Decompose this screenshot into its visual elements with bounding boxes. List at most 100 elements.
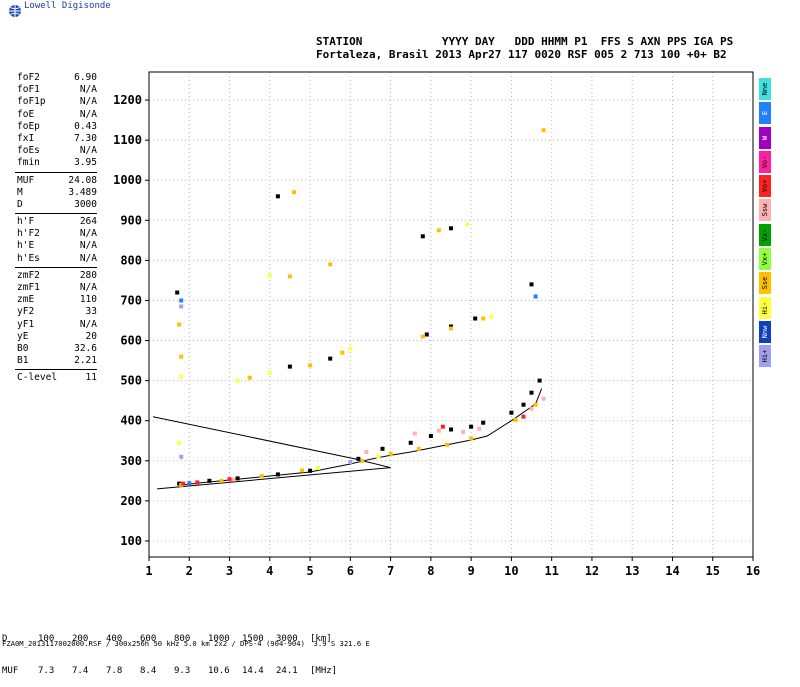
echo-point	[521, 402, 526, 407]
param-value: 0.43	[74, 120, 97, 132]
echo-point	[287, 364, 292, 369]
param-value: 3.95	[74, 157, 97, 169]
y-tick-label: 800	[120, 253, 142, 267]
legend-label: Hi+	[761, 349, 769, 363]
echo-point	[328, 356, 333, 361]
param-value: N/A	[79, 240, 97, 252]
param-value: N/A	[79, 282, 97, 293]
echo-point	[179, 304, 184, 309]
axis-ticks: 1 2 3 4 5 6 7 8 9 10 11 12 13 14 15 1610020030040050060…	[113, 93, 760, 578]
legend-label: Sse	[761, 277, 769, 290]
echo-point	[529, 406, 534, 411]
y-tick-label: 1000	[113, 173, 142, 187]
param-row: h'E N/A	[17, 240, 97, 252]
x-tick-label: 16	[746, 564, 760, 578]
param-value: N/A	[79, 145, 97, 157]
y-tick-label: 600	[120, 334, 142, 348]
echo-point	[292, 190, 296, 195]
header-values: Fortaleza, Brasil 2013 Apr27 117 0020 RS…	[316, 48, 727, 61]
echo-point	[356, 456, 361, 461]
echo-point	[340, 350, 345, 355]
param-key: C-level	[17, 372, 58, 384]
param-row: D 3000	[17, 199, 97, 211]
param-key: h'Es	[17, 252, 40, 264]
echo-point	[376, 454, 381, 459]
echo-point	[235, 378, 240, 383]
param-row: B1 2.21	[17, 355, 97, 367]
echo-point	[489, 314, 494, 319]
echo-point	[436, 228, 441, 233]
echo-point	[275, 194, 280, 199]
echo-point	[521, 414, 526, 419]
echo-point	[348, 460, 353, 464]
legend-swatch: Hi-	[759, 296, 771, 319]
echo-point	[436, 428, 441, 433]
param-value: 24.08	[68, 174, 97, 186]
legend-label: Nne	[761, 82, 769, 96]
param-row: h'F2 N/A	[17, 228, 97, 240]
echo-point	[177, 322, 182, 327]
param-value: N/A	[79, 96, 97, 108]
param-row: MUF 24.08	[17, 175, 97, 187]
echo-point	[509, 410, 514, 415]
param-key: B0	[17, 342, 29, 354]
param-value: 33	[85, 306, 97, 318]
echo-point	[449, 326, 453, 331]
echo-point	[267, 370, 272, 375]
x-tick-label: 13	[625, 564, 639, 578]
param-key: fxI	[17, 132, 35, 144]
param-row: zmF2 280	[17, 270, 97, 282]
y-tick-label: 200	[120, 494, 142, 508]
param-row: foE N/A	[17, 109, 97, 121]
echo-point	[195, 480, 200, 485]
ionogram-chart: 1 2 3 4 5 6 7 8 9 10 11 12 13 14 15 1610020030040050060…	[113, 71, 760, 578]
muf-row-frequency: MUF 7.3 7.4 7.8 8.4 9.3 10.6 14.4 24.1 [MHz]	[2, 666, 338, 676]
echo-point	[461, 429, 466, 434]
echo-point	[287, 274, 292, 279]
echo-point	[179, 374, 184, 379]
y-tick-label: 100	[120, 534, 142, 548]
param-key: MUF	[17, 174, 35, 186]
echo-legend: Nne E W Vo- Vo+ Ssw Vx- Vx+ Sse Hi- Nnw Hi+	[759, 78, 771, 370]
echo-point	[308, 363, 313, 368]
param-row: h'Es N/A	[17, 253, 97, 265]
legend-label: Nnw	[761, 325, 769, 339]
y-tick-label: 1200	[113, 93, 142, 107]
param-row: yF1 N/A	[17, 319, 97, 331]
echo-point	[267, 273, 272, 278]
param-row: C-level 11	[17, 372, 97, 384]
param-key: zmE	[17, 294, 35, 306]
param-value: 32.6	[74, 342, 97, 354]
muf-row-label: MUF	[2, 666, 19, 676]
echo-point	[533, 294, 538, 299]
param-value: 20	[85, 330, 97, 342]
echo-point	[181, 481, 186, 486]
param-row: fmin 3.95	[17, 157, 97, 169]
globe-icon	[9, 5, 21, 17]
param-key: yF1	[17, 318, 35, 330]
echo-point	[388, 451, 393, 456]
echo-point	[227, 477, 232, 482]
x-tick-label: 14	[665, 564, 679, 578]
echo-point	[428, 434, 433, 438]
echo-point	[175, 290, 180, 295]
header-columns: STATION YYYY DAY DDD HHMM P1 FFS S AXN P…	[316, 35, 734, 48]
param-separator	[15, 266, 97, 268]
param-key: yF2	[17, 306, 35, 318]
param-value: N/A	[79, 252, 97, 264]
param-value: 280	[79, 269, 97, 281]
echo-point	[529, 282, 534, 287]
legend-label: W	[761, 135, 769, 140]
param-value: 264	[79, 216, 97, 228]
echo-point	[316, 466, 321, 470]
param-row: zmE 110	[17, 294, 97, 306]
param-key: foEp	[17, 120, 40, 132]
echo-point	[473, 316, 478, 321]
legend-label: Vx+	[761, 252, 769, 266]
y-tick-label: 900	[120, 213, 142, 227]
virtual-height-trace	[179, 388, 543, 486]
y-tick-label: 500	[120, 374, 142, 388]
echo-point	[259, 474, 264, 478]
param-value: N/A	[79, 318, 97, 330]
x-tick-label: 1	[145, 564, 152, 578]
